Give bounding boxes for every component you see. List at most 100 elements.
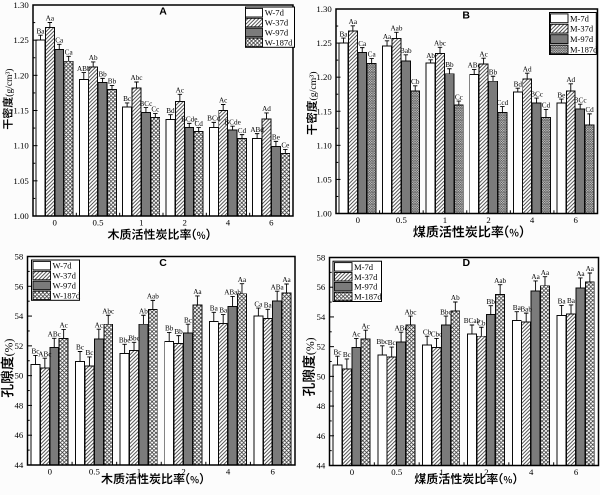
- svg-text:1: 1: [139, 218, 143, 228]
- svg-text:54: 54: [15, 311, 24, 321]
- svg-text:1.25: 1.25: [13, 35, 29, 45]
- svg-text:(%): (%): [1, 339, 15, 357]
- svg-text:BCc: BCc: [574, 96, 587, 104]
- svg-text:M-97d: M-97d: [354, 282, 378, 292]
- svg-text:4: 4: [529, 467, 534, 477]
- svg-text:Bbc: Bbc: [128, 335, 140, 343]
- svg-text:1.05: 1.05: [13, 176, 29, 186]
- svg-text:Ba: Ba: [513, 304, 522, 312]
- svg-text:48: 48: [15, 400, 24, 410]
- svg-text:Be: Be: [557, 91, 565, 99]
- svg-text:(g/cm³): (g/cm³): [308, 71, 319, 100]
- svg-text:Ac: Ac: [361, 322, 369, 330]
- svg-text:0.5: 0.5: [89, 467, 101, 477]
- svg-text:Aab: Aab: [147, 293, 159, 301]
- svg-text:ABc: ABc: [48, 331, 61, 339]
- svg-text:0: 0: [52, 218, 57, 228]
- svg-text:BCab: BCab: [464, 317, 481, 325]
- svg-text:Aa: Aa: [383, 33, 392, 41]
- svg-text:Cc: Cc: [151, 106, 159, 114]
- svg-text:Bb: Bb: [174, 328, 183, 336]
- svg-text:Ba: Ba: [210, 304, 219, 312]
- svg-text:1.20: 1.20: [13, 70, 29, 80]
- svg-text:W-187d: W-187d: [265, 37, 293, 47]
- svg-text:Bb: Bb: [98, 71, 107, 79]
- svg-text:Cb: Cb: [411, 78, 420, 86]
- svg-text:M-187d: M-187d: [570, 45, 598, 55]
- svg-text:B: B: [462, 10, 470, 22]
- svg-text:Ac: Ac: [59, 322, 67, 330]
- svg-text:1: 1: [137, 467, 141, 477]
- svg-text:Cb: Cb: [477, 319, 486, 327]
- svg-text:Ca: Ca: [368, 51, 377, 59]
- svg-text:Ad: Ad: [523, 65, 532, 73]
- svg-text:1.10: 1.10: [13, 141, 29, 151]
- svg-text:2: 2: [486, 215, 490, 225]
- svg-text:Ad: Ad: [262, 105, 271, 113]
- svg-text:Cd: Cd: [585, 106, 594, 114]
- svg-text:Bab: Bab: [520, 305, 532, 313]
- svg-text:Ba: Ba: [219, 307, 228, 315]
- svg-text:Bbc: Bbc: [376, 338, 388, 346]
- svg-text:0: 0: [350, 467, 355, 477]
- svg-text:Ba: Ba: [558, 298, 567, 306]
- svg-text:0.5: 0.5: [396, 215, 408, 225]
- svg-text:1.30: 1.30: [316, 4, 332, 14]
- svg-text:1.00: 1.00: [316, 209, 332, 219]
- svg-text:46: 46: [317, 431, 326, 441]
- svg-text:1.25: 1.25: [316, 38, 332, 48]
- svg-text:Aa: Aa: [238, 276, 247, 284]
- svg-text:46: 46: [15, 430, 24, 440]
- svg-text:44: 44: [317, 461, 326, 471]
- svg-text:2: 2: [181, 467, 185, 477]
- svg-text:48: 48: [317, 401, 326, 411]
- svg-text:Ca: Ca: [254, 300, 263, 308]
- svg-text:Ba: Ba: [567, 297, 576, 305]
- svg-text:Bd: Bd: [514, 80, 523, 88]
- svg-text:Bc: Bc: [388, 339, 396, 347]
- svg-text:Bbc: Bbc: [440, 308, 452, 316]
- svg-text:ABc: ABc: [38, 350, 51, 358]
- svg-text:Ba: Ba: [36, 27, 45, 35]
- svg-text:Ac: Ac: [352, 331, 360, 339]
- svg-text:6: 6: [574, 467, 579, 477]
- svg-text:1.30: 1.30: [13, 0, 29, 10]
- svg-text:6: 6: [271, 467, 276, 477]
- svg-text:1.10: 1.10: [316, 140, 332, 150]
- svg-text:50: 50: [317, 371, 326, 381]
- svg-text:58: 58: [317, 253, 326, 263]
- svg-text:M-7d: M-7d: [570, 13, 590, 23]
- svg-text:Be: Be: [272, 134, 280, 142]
- svg-text:2: 2: [484, 467, 488, 477]
- svg-text:D: D: [463, 257, 471, 269]
- svg-text:W-7d: W-7d: [265, 8, 285, 18]
- svg-text:Aa: Aa: [46, 15, 55, 23]
- svg-text:Aa: Aa: [576, 270, 585, 278]
- svg-text:54: 54: [317, 312, 326, 322]
- svg-text:W-37d: W-37d: [53, 271, 77, 281]
- svg-text:Aab: Aab: [390, 25, 402, 33]
- svg-text:Abc: Abc: [131, 74, 143, 82]
- svg-text:ABa: ABa: [271, 283, 285, 291]
- svg-text:6: 6: [269, 218, 274, 228]
- svg-text:Bc: Bc: [85, 349, 93, 357]
- svg-text:Aa: Aa: [541, 269, 550, 277]
- svg-text:Cbc: Cbc: [431, 331, 443, 339]
- svg-text:W-97d: W-97d: [53, 280, 77, 290]
- svg-text:1: 1: [439, 467, 443, 477]
- svg-text:Cd: Cd: [194, 120, 203, 128]
- svg-text:Abc: Abc: [434, 40, 446, 48]
- svg-text:Ca: Ca: [55, 37, 64, 45]
- svg-text:1.20: 1.20: [316, 72, 332, 82]
- svg-text:M-187d: M-187d: [354, 292, 382, 302]
- svg-text:C: C: [159, 257, 167, 269]
- svg-text:Aa: Aa: [531, 273, 540, 281]
- svg-text:W-37d: W-37d: [265, 18, 289, 28]
- svg-text:Ba: Ba: [339, 30, 348, 38]
- svg-text:50: 50: [15, 371, 24, 381]
- svg-text:Bab: Bab: [400, 47, 412, 55]
- svg-text:0: 0: [48, 467, 53, 477]
- svg-text:Aa: Aa: [282, 276, 291, 284]
- svg-text:ABab: ABab: [224, 289, 241, 297]
- svg-text:Cb: Cb: [423, 328, 432, 336]
